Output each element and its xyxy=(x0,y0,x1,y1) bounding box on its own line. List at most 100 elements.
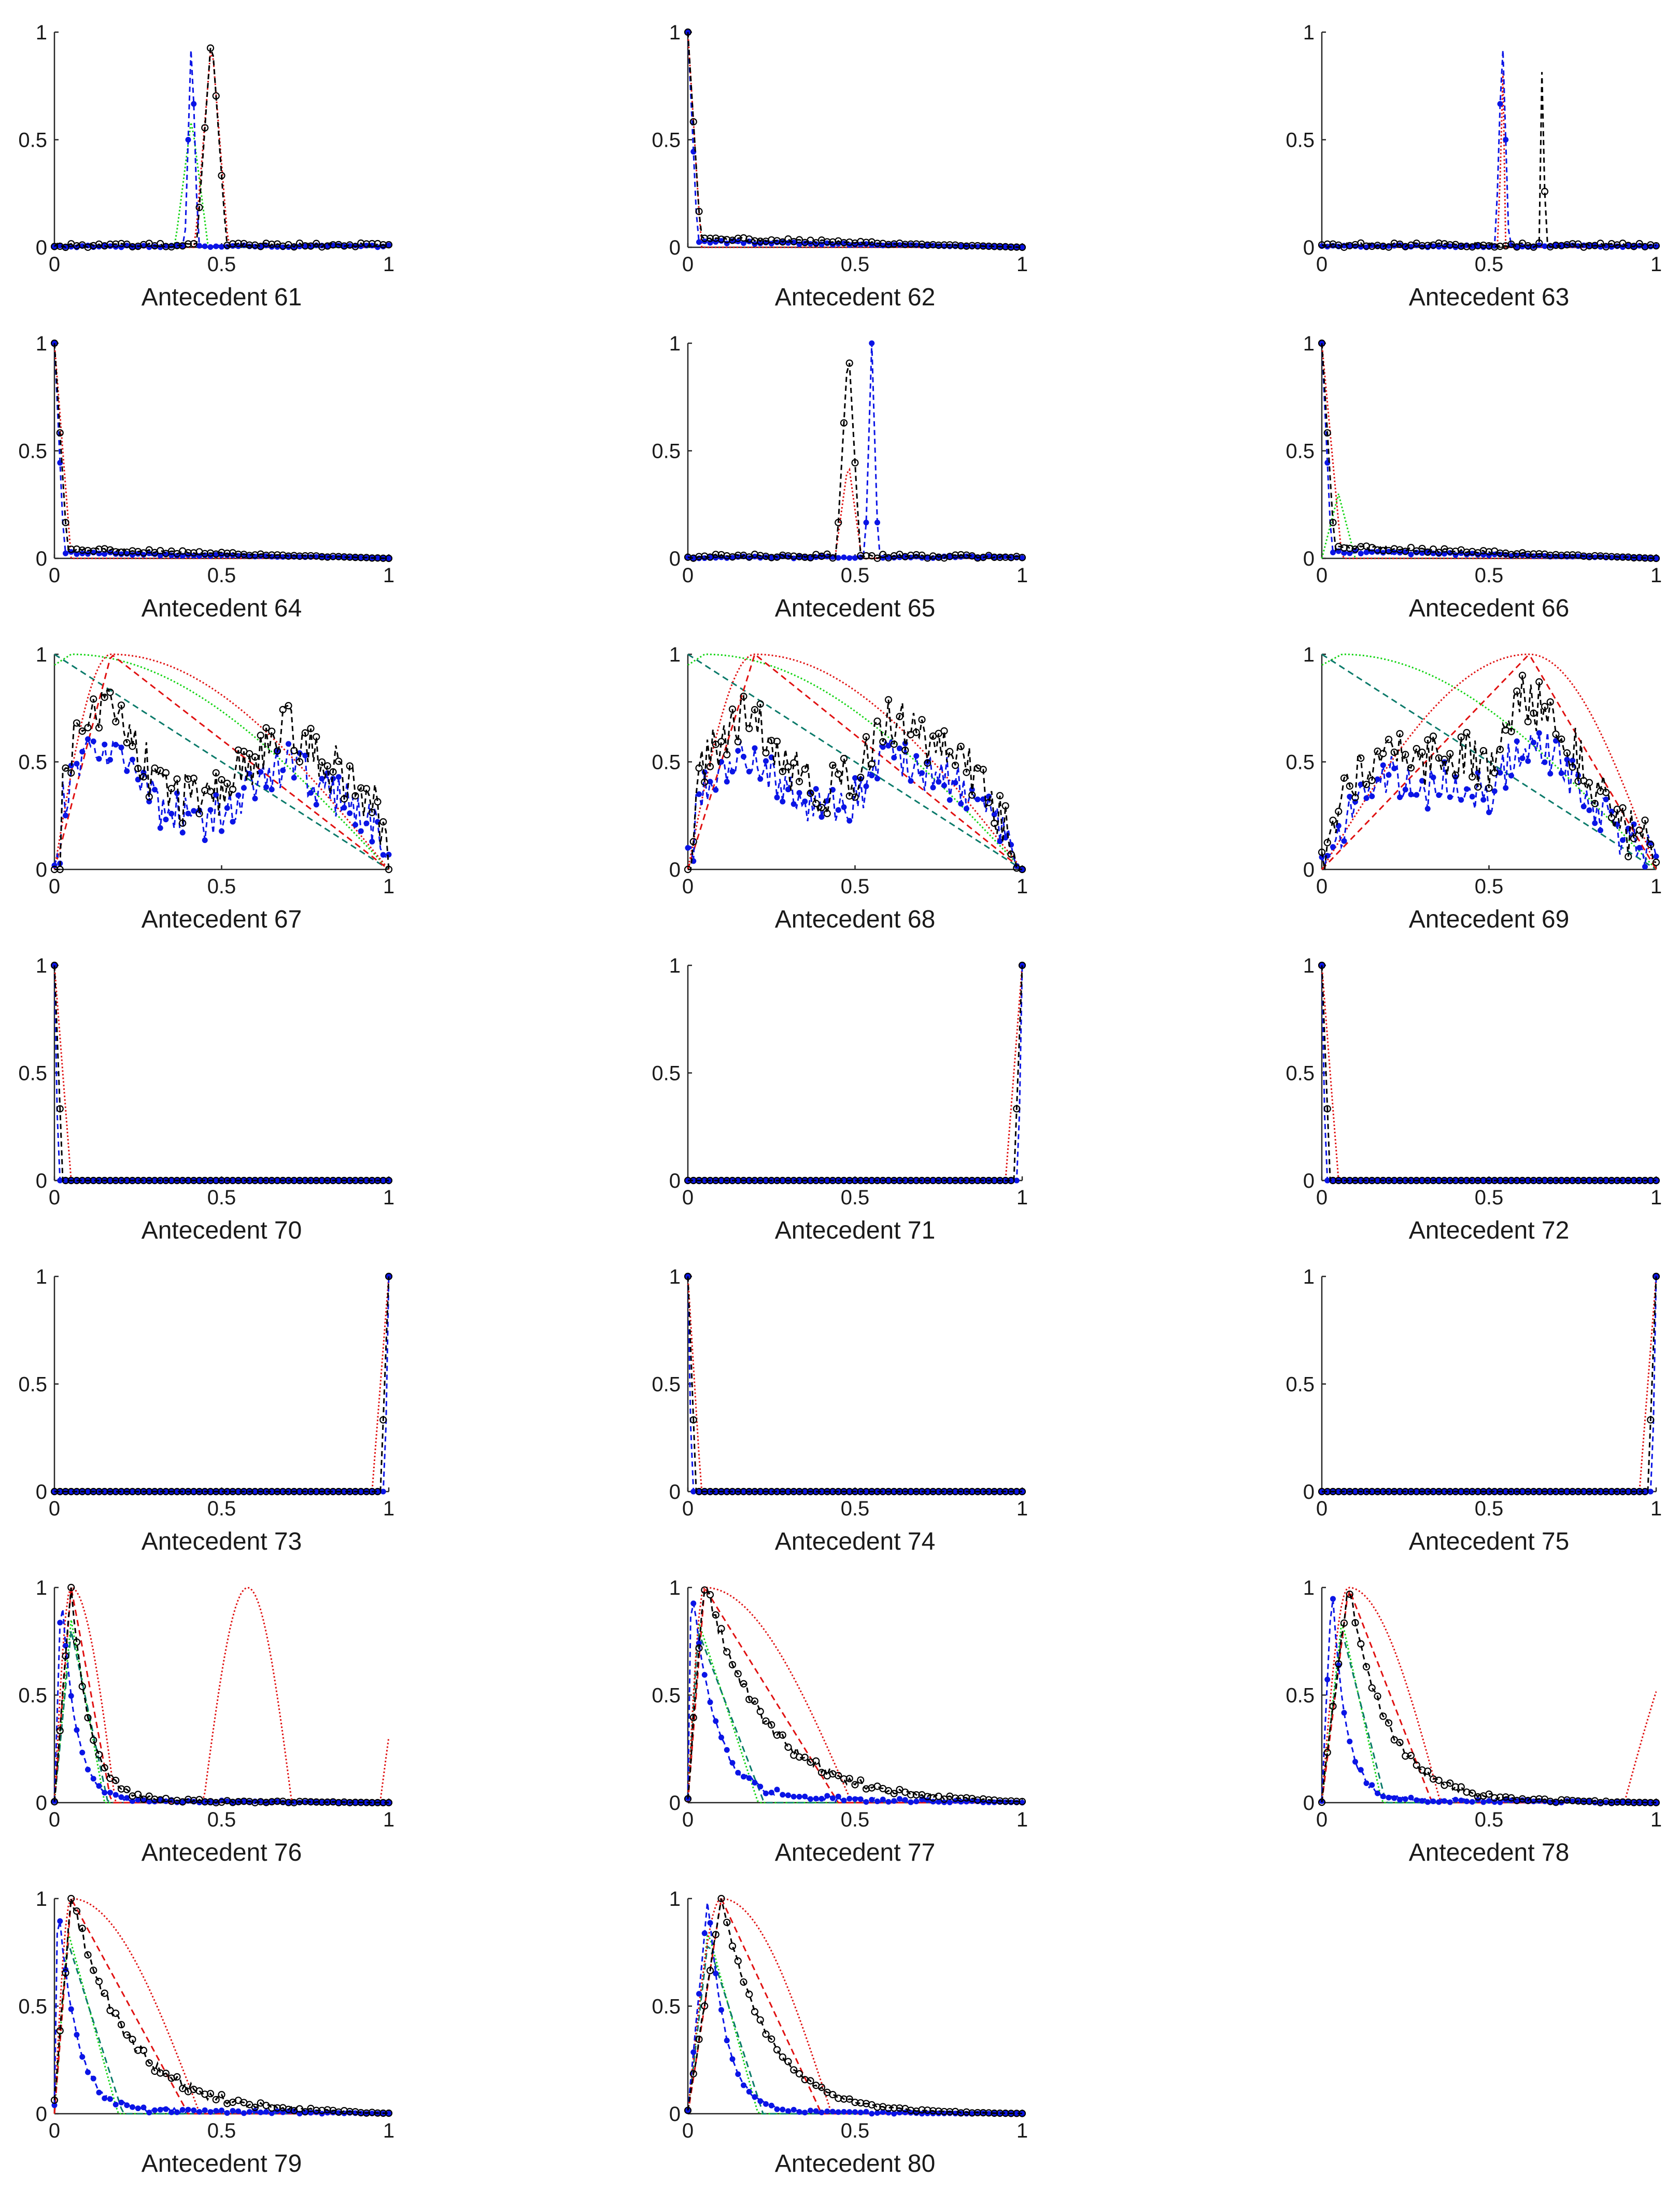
blue-data-point xyxy=(701,1177,708,1184)
panel-title: Antecedent 63 xyxy=(1409,284,1570,311)
black-data-point xyxy=(129,742,136,750)
blue-data-point xyxy=(90,738,96,744)
x-tick-label: 0.5 xyxy=(207,875,236,898)
y-tick-label: 0 xyxy=(1303,1792,1315,1815)
x-tick-label: 1 xyxy=(1017,253,1028,276)
black-data-point xyxy=(845,1487,853,1496)
black-data-point xyxy=(851,459,859,467)
black-data-point xyxy=(1451,1783,1460,1791)
black-data-point xyxy=(50,339,59,347)
blue-data-point xyxy=(830,2109,836,2115)
black-data-point xyxy=(695,1644,703,1652)
blue-data-point xyxy=(246,1177,252,1184)
blue-data-point xyxy=(897,746,902,752)
black-data-point xyxy=(1374,1487,1381,1496)
blue-data-point xyxy=(908,1488,914,1495)
black-data-point xyxy=(1413,744,1420,753)
black-data-point xyxy=(689,2070,697,2077)
panel-title: Antecedent 76 xyxy=(142,1839,302,1866)
blue-data-point xyxy=(1324,1488,1331,1495)
black-data-point xyxy=(295,1176,304,1185)
black-data-point xyxy=(795,1176,803,1185)
black-data-point xyxy=(201,1487,209,1496)
black-data-point xyxy=(912,1791,920,1799)
red-series-line xyxy=(53,1898,389,2115)
blue-data-point xyxy=(1497,101,1503,107)
black-data-point xyxy=(1602,552,1610,560)
black-data-point xyxy=(1402,1752,1409,1760)
black-data-point xyxy=(689,1416,697,1424)
black-data-point xyxy=(1496,1793,1504,1801)
black-data-point xyxy=(240,1176,248,1185)
black-data-point xyxy=(73,1638,81,1646)
blue-data-point xyxy=(757,241,764,247)
black-data-point xyxy=(1546,1176,1554,1185)
black-data-point xyxy=(112,548,120,556)
blue-data-point xyxy=(1631,1177,1637,1184)
x-tick-label: 1 xyxy=(383,1186,394,1209)
black-data-point xyxy=(379,2109,387,2117)
blue-data-point xyxy=(997,2111,1003,2117)
blue-data-point xyxy=(335,1177,342,1184)
blue-data-point xyxy=(57,1918,63,1924)
blue-data-point xyxy=(246,2109,252,2115)
blue-data-point xyxy=(757,555,764,561)
black-data-point xyxy=(273,747,281,755)
black-data-point xyxy=(684,28,692,36)
x-tick-label: 0 xyxy=(682,875,694,898)
black-data-point xyxy=(1007,850,1015,858)
black-data-point xyxy=(790,759,798,767)
black-data-point xyxy=(957,1176,965,1185)
blue-data-point xyxy=(363,1177,370,1184)
black-data-point xyxy=(840,1176,848,1185)
x-tick-label: 1 xyxy=(1017,564,1028,587)
black-data-point xyxy=(1641,554,1649,562)
blue-data-point xyxy=(763,1790,769,1796)
black-data-point xyxy=(1652,859,1660,866)
y-tick-label: 1 xyxy=(36,954,47,977)
blue-data-point xyxy=(852,555,858,561)
black-data-point xyxy=(795,2070,803,2078)
black-data-point xyxy=(145,2059,153,2067)
blue-data-point xyxy=(913,1798,920,1805)
blue-data-point xyxy=(1358,781,1364,788)
black-data-point xyxy=(1485,1487,1493,1496)
black-data-point xyxy=(723,1487,731,1496)
black-data-point xyxy=(1574,1487,1582,1496)
blue-data-point xyxy=(1642,864,1648,870)
black-data-point xyxy=(368,809,376,817)
black-data-point xyxy=(318,758,326,766)
black-data-point xyxy=(240,1487,248,1496)
black-data-point xyxy=(1630,243,1638,250)
black-data-point xyxy=(1585,242,1593,249)
black-data-point xyxy=(50,1487,59,1496)
blue-data-point xyxy=(846,1488,853,1495)
blue-data-point xyxy=(1580,1488,1587,1495)
black-data-point xyxy=(1385,243,1393,251)
black-data-point xyxy=(1535,550,1543,558)
blue-data-point xyxy=(74,551,80,557)
black-data-point xyxy=(335,1798,343,1807)
black-data-point xyxy=(1602,243,1610,251)
black-data-point xyxy=(879,1487,887,1496)
blue-data-point xyxy=(1603,796,1609,803)
black-data-point xyxy=(67,545,75,553)
x-tick-label: 0 xyxy=(682,253,694,276)
black-data-point xyxy=(940,241,948,249)
blue-data-point xyxy=(191,1488,197,1495)
blue-data-point xyxy=(802,1793,808,1800)
blue-data-point xyxy=(735,2071,741,2077)
blue-data-point xyxy=(947,553,953,559)
blue-data-point xyxy=(780,1177,786,1184)
black-data-point xyxy=(740,1487,747,1496)
blue-data-point xyxy=(785,1792,791,1798)
blue-data-point xyxy=(813,786,819,792)
black-data-point xyxy=(357,554,365,561)
black-data-point xyxy=(706,234,714,242)
black-data-point xyxy=(129,1176,136,1185)
x-tick-label: 0 xyxy=(682,1497,694,1520)
blue-data-point xyxy=(1486,1488,1492,1495)
black-data-point xyxy=(1001,1176,1009,1185)
